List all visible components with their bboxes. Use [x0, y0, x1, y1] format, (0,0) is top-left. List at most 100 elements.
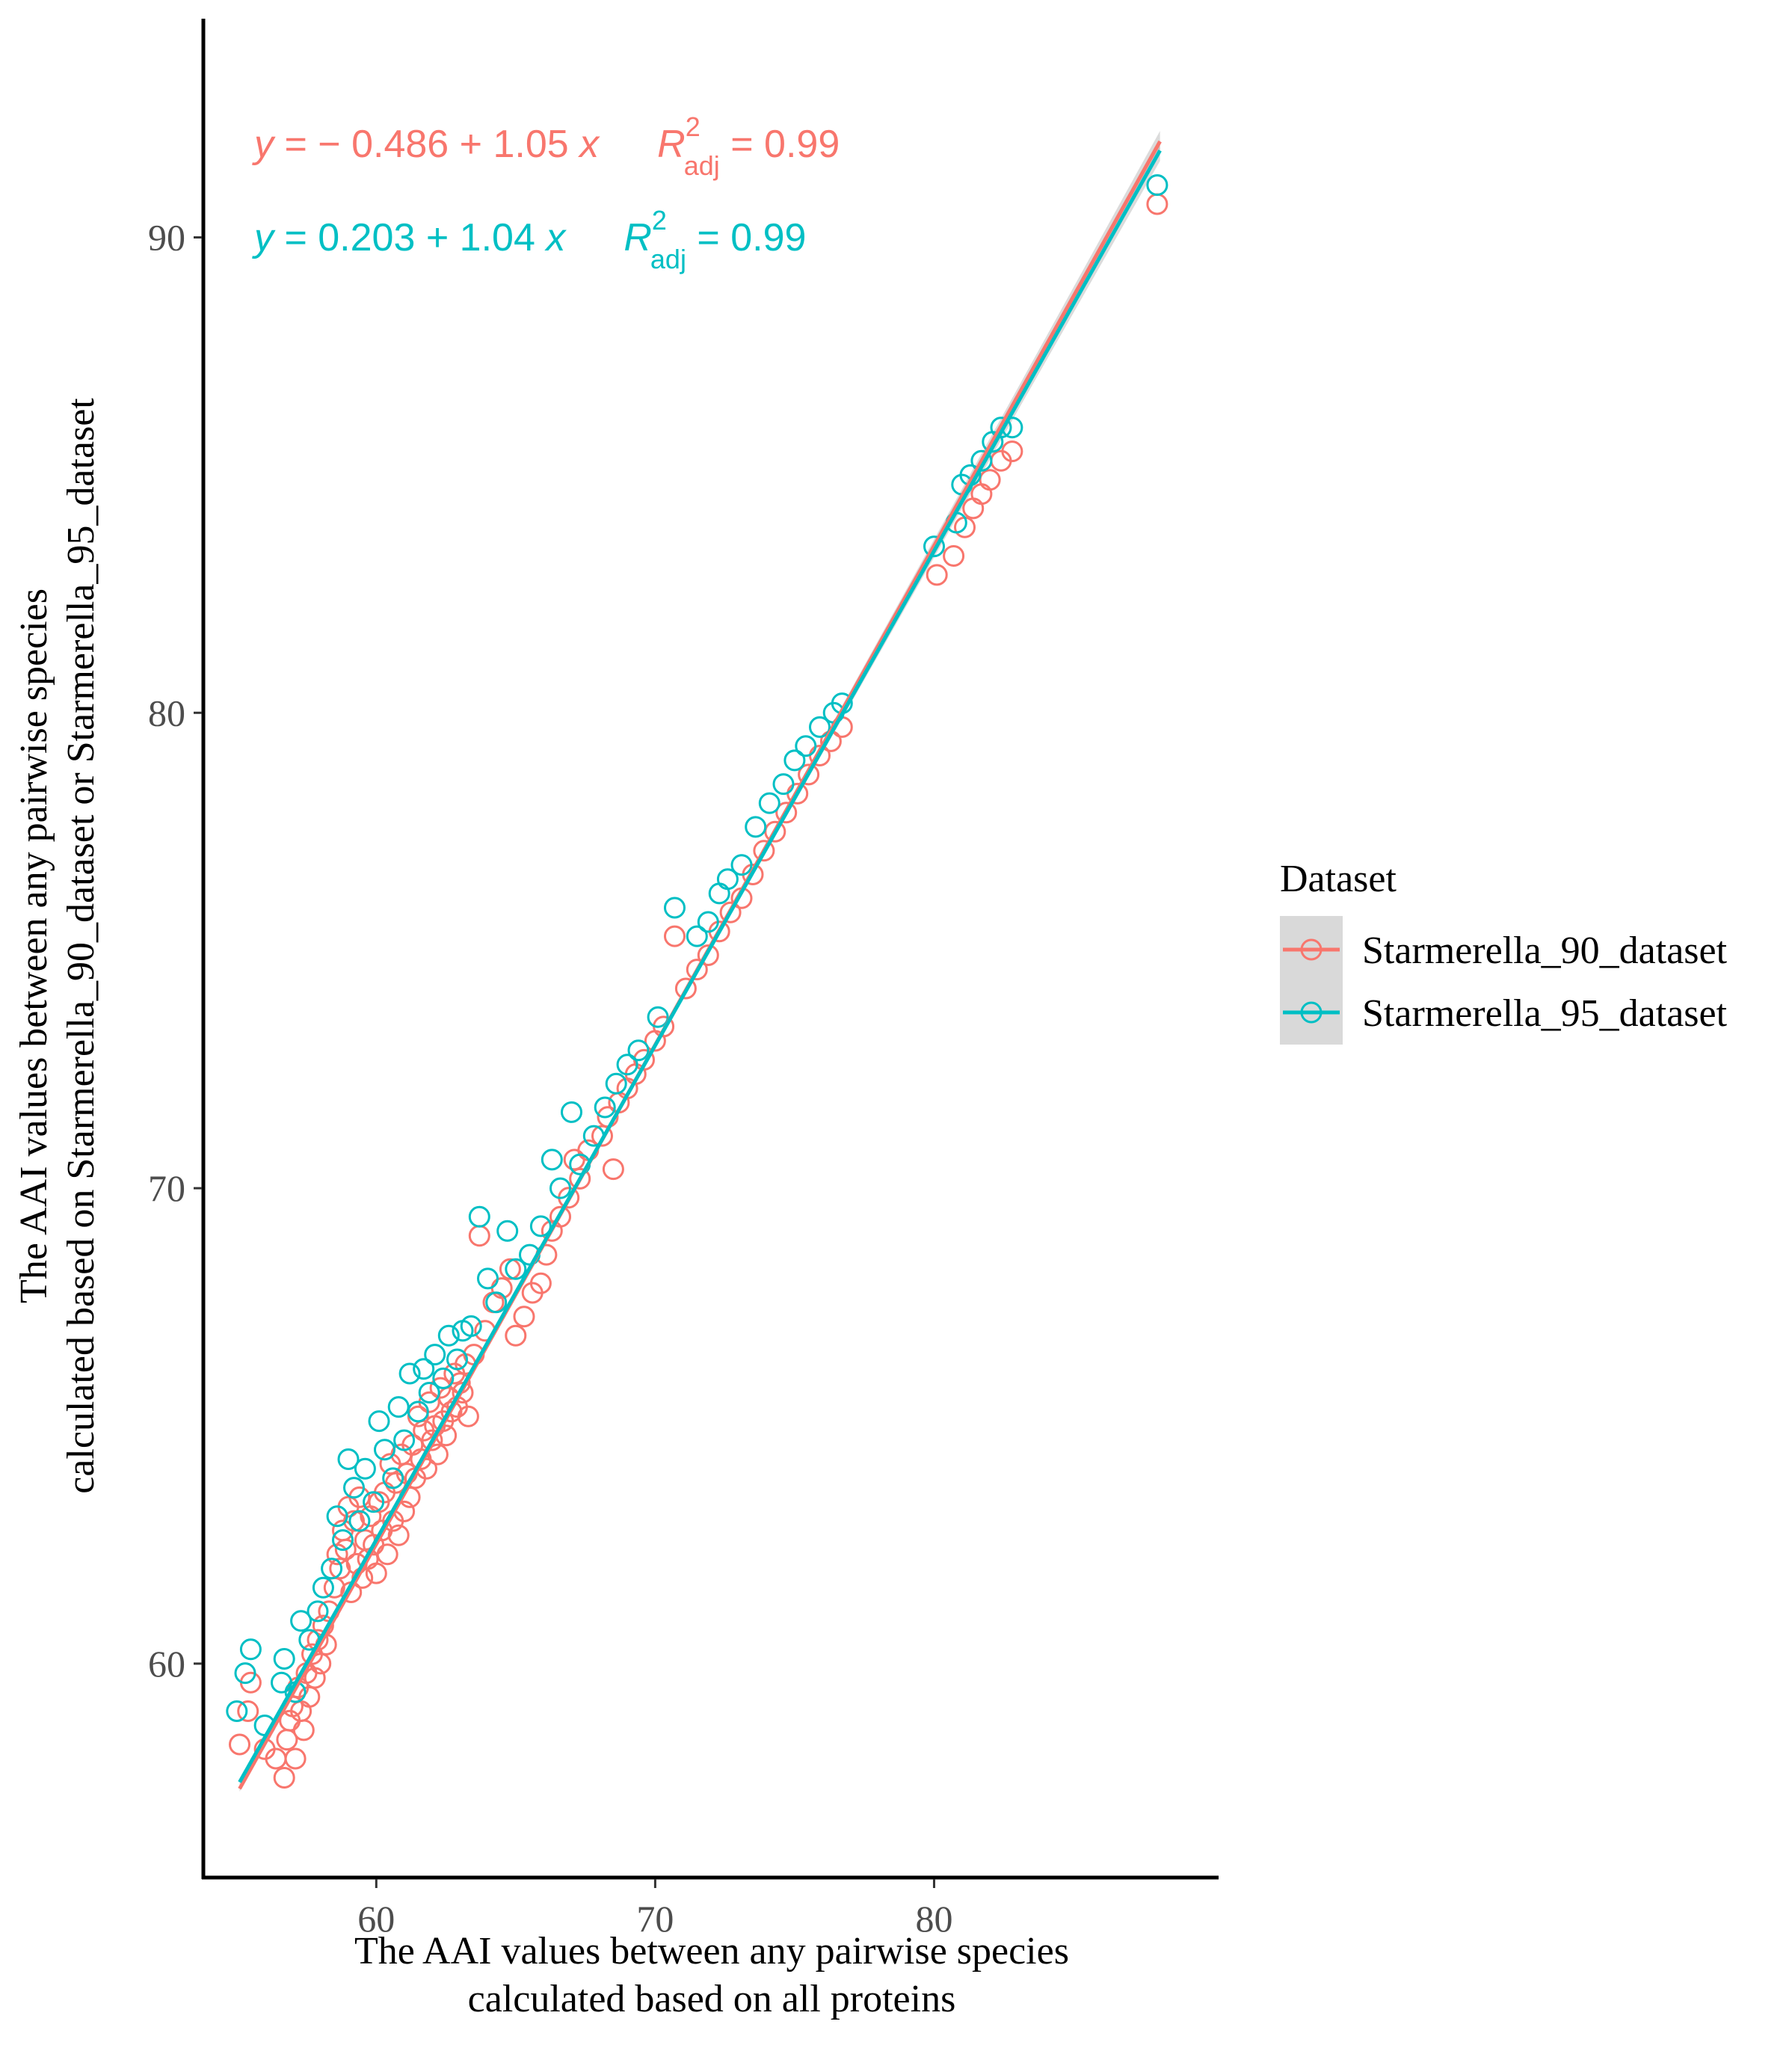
legend-key-point-95 — [1300, 1001, 1323, 1024]
data-point-starmerella-90-dataset — [343, 1510, 365, 1532]
data-point-starmerella-95-dataset — [337, 1448, 360, 1470]
data-point-starmerella-95-dataset — [505, 1258, 527, 1280]
data-point-starmerella-90-dataset — [304, 1667, 326, 1689]
data-point-starmerella-95-dataset — [234, 1662, 256, 1685]
data-point-starmerella-90-dataset — [962, 497, 985, 520]
data-point-starmerella-95-dataset — [708, 882, 730, 905]
data-point-starmerella-95-dataset — [561, 1101, 582, 1123]
data-point-starmerella-90-dataset — [334, 1538, 357, 1561]
data-point-starmerella-90-dataset — [753, 840, 775, 862]
data-point-starmerella-90-dataset — [468, 1225, 490, 1247]
data-point-starmerella-95-dataset — [745, 816, 767, 838]
data-point-starmerella-90-dataset — [602, 1158, 624, 1181]
data-point-starmerella-90-dataset — [284, 1747, 307, 1770]
regression-annotations: y = − 0.486 + 1.05 x R2 adj = 0.99 y = 0.2… — [252, 111, 840, 274]
data-point-starmerella-95-dataset — [616, 1054, 638, 1076]
data-point-starmerella-90-dataset — [563, 1149, 585, 1171]
data-point-starmerella-95-dataset — [697, 911, 719, 933]
data-point-starmerella-90-dataset — [273, 1767, 295, 1789]
data-point-starmerella-95-dataset — [664, 897, 686, 919]
data-point-starmerella-95-dataset — [363, 1491, 385, 1513]
x-tick-label: 60 — [357, 1898, 395, 1940]
data-point-starmerella-95-dataset — [594, 1096, 616, 1119]
data-point-starmerella-90-dataset — [926, 564, 948, 586]
data-point-starmerella-90-dataset — [376, 1543, 398, 1566]
data-point-starmerella-95-dataset — [529, 1215, 552, 1237]
data-point-starmerella-90-dataset — [764, 820, 786, 843]
data-point-starmerella-95-dataset — [716, 868, 739, 891]
x-axis-title-line2: calculated based on all proteins — [468, 1978, 956, 2020]
data-point-starmerella-95-dataset — [809, 716, 831, 738]
data-point-starmerella-95-dataset — [460, 1315, 482, 1337]
data-point-starmerella-90-dataset — [499, 1258, 521, 1280]
data-point-starmerella-95-dataset — [307, 1600, 329, 1623]
data-point-starmerella-95-dataset — [990, 416, 1012, 439]
data-point-starmerella-95-dataset — [783, 749, 806, 772]
y-tick-label: 80 — [148, 692, 185, 734]
regression-line-starmerella-95-dataset — [238, 150, 1162, 1783]
x-axis-ticks: 60 70 80 — [357, 1879, 952, 1940]
data-point-starmerella-95-dataset — [923, 535, 945, 558]
data-point-starmerella-90-dataset — [979, 469, 1001, 491]
data-point-starmerella-95-dataset — [437, 1324, 460, 1347]
data-point-starmerella-95-dataset — [387, 1396, 410, 1418]
y-axis-title-line1: The AAI values between any pairwise spec… — [13, 588, 55, 1303]
data-point-starmerella-95-dataset — [326, 1505, 348, 1528]
data-point-starmerella-90-dataset — [674, 977, 697, 1000]
data-point-starmerella-90-dataset — [387, 1524, 410, 1546]
data-points — [226, 174, 1169, 1789]
data-point-starmerella-95-dataset — [407, 1401, 429, 1423]
data-point-starmerella-95-dataset — [496, 1220, 519, 1242]
data-point-starmerella-90-dataset — [513, 1306, 535, 1328]
data-point-starmerella-90-dataset — [292, 1719, 315, 1741]
data-point-starmerella-95-dataset — [772, 773, 795, 796]
data-point-starmerella-95-dataset — [239, 1638, 262, 1661]
data-point-starmerella-95-dataset — [290, 1610, 312, 1632]
data-point-starmerella-95-dataset — [605, 1072, 627, 1095]
data-point-starmerella-95-dataset — [273, 1648, 295, 1670]
data-point-starmerella-95-dataset — [321, 1558, 343, 1580]
y-tick-label: 70 — [148, 1167, 185, 1209]
data-point-starmerella-90-dataset — [365, 1562, 387, 1584]
regression-lines — [238, 140, 1162, 1790]
data-point-starmerella-95-dataset — [686, 925, 708, 947]
data-point-starmerella-90-dataset — [943, 545, 965, 567]
data-point-starmerella-95-dataset — [647, 1006, 669, 1028]
data-point-starmerella-95-dataset — [271, 1671, 292, 1694]
legend-key-background — [1280, 916, 1343, 1045]
data-point-starmerella-95-dataset — [468, 1205, 490, 1228]
data-point-starmerella-95-dataset — [446, 1348, 468, 1371]
data-point-starmerella-95-dataset — [1146, 174, 1169, 196]
data-point-starmerella-90-dataset — [229, 1733, 250, 1756]
data-point-starmerella-95-dataset — [418, 1382, 440, 1403]
data-point-starmerella-95-dataset — [312, 1576, 334, 1599]
data-point-starmerella-90-dataset — [457, 1405, 479, 1427]
data-point-starmerella-90-dataset — [529, 1272, 552, 1294]
data-point-starmerella-95-dataset — [424, 1344, 446, 1366]
data-point-starmerella-90-dataset — [686, 959, 708, 981]
x-tick-label: 80 — [915, 1898, 952, 1940]
legend-label-95: Starmerella_95_dataset — [1362, 992, 1728, 1035]
data-point-starmerella-95-dataset — [413, 1358, 435, 1380]
data-point-starmerella-95-dataset — [398, 1362, 421, 1385]
regression-equation-95: y = 0.203 + 1.04 x R2 adj = 0.99 — [252, 205, 806, 274]
y-axis-ticks: 60 70 80 90 — [148, 216, 202, 1685]
data-point-starmerella-90-dataset — [970, 483, 993, 505]
data-point-starmerella-90-dataset — [569, 1167, 591, 1190]
y-tick-label: 60 — [148, 1643, 185, 1685]
x-axis-title-line1: The AAI values between any pairwise spec… — [354, 1930, 1069, 1973]
data-point-starmerella-90-dataset — [719, 901, 742, 923]
x-tick-label: 70 — [636, 1898, 674, 1940]
legend-label-90: Starmerella_90_dataset — [1362, 929, 1728, 972]
regression-equation-90: y = − 0.486 + 1.05 x R2 adj = 0.99 — [252, 111, 840, 181]
legend-key-point-90 — [1300, 938, 1323, 961]
data-point-starmerella-95-dataset — [541, 1149, 563, 1171]
data-point-starmerella-95-dataset — [485, 1291, 508, 1314]
data-point-starmerella-95-dataset — [795, 735, 817, 757]
data-point-starmerella-90-dataset — [664, 925, 686, 947]
legend-title: Dataset — [1280, 858, 1397, 900]
data-point-starmerella-95-dataset — [343, 1477, 365, 1499]
data-point-starmerella-90-dataset — [505, 1324, 527, 1347]
data-point-starmerella-95-dataset — [374, 1439, 395, 1461]
data-point-starmerella-95-dataset — [393, 1429, 416, 1451]
